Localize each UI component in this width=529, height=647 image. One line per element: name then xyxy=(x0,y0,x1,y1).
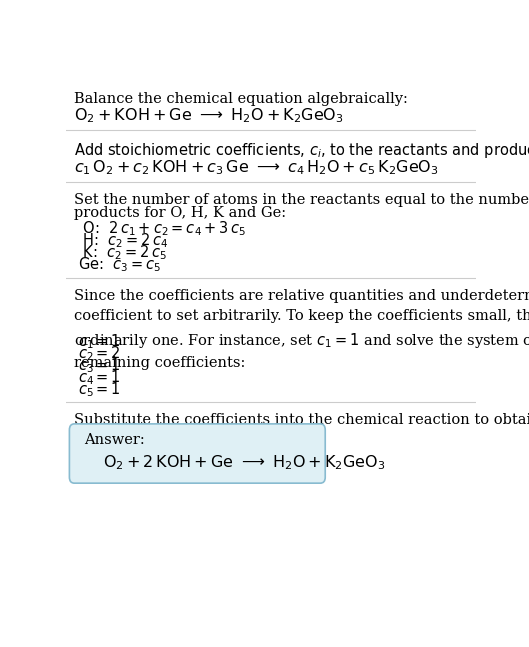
Text: $c_4 = 1$: $c_4 = 1$ xyxy=(78,369,121,388)
Text: Substitute the coefficients into the chemical reaction to obtain the balanced: Substitute the coefficients into the che… xyxy=(74,413,529,428)
Text: Ge:  $c_3 = c_5$: Ge: $c_3 = c_5$ xyxy=(78,255,161,274)
Text: $c_3 = 1$: $c_3 = 1$ xyxy=(78,356,121,375)
Text: Set the number of atoms in the reactants equal to the number of atoms in the: Set the number of atoms in the reactants… xyxy=(74,193,529,207)
Text: Add stoichiometric coefficients, $c_i$, to the reactants and products:: Add stoichiometric coefficients, $c_i$, … xyxy=(74,141,529,160)
Text: $c_1\,\mathrm{O_2} + c_2\,\mathrm{KOH} + c_3\,\mathrm{Ge}\ \longrightarrow\ c_4\: $c_1\,\mathrm{O_2} + c_2\,\mathrm{KOH} +… xyxy=(74,159,439,177)
Text: $c_2 = 2$: $c_2 = 2$ xyxy=(78,345,121,364)
Text: K:  $c_2 = 2\,c_5$: K: $c_2 = 2\,c_5$ xyxy=(78,243,167,262)
Text: H:  $c_2 = 2\,c_4$: H: $c_2 = 2\,c_4$ xyxy=(78,231,169,250)
Text: equation:: equation: xyxy=(74,426,144,441)
Text: $\mathrm{O_2 + KOH + Ge\ \longrightarrow\ H_2O + K_2GeO_3}$: $\mathrm{O_2 + KOH + Ge\ \longrightarrow… xyxy=(74,107,344,126)
Text: Balance the chemical equation algebraically:: Balance the chemical equation algebraica… xyxy=(74,92,408,105)
Text: $c_5 = 1$: $c_5 = 1$ xyxy=(78,380,121,399)
Text: $c_1 = 1$: $c_1 = 1$ xyxy=(78,333,121,351)
Text: O:  $2\,c_1 + c_2 = c_4 + 3\,c_5$: O: $2\,c_1 + c_2 = c_4 + 3\,c_5$ xyxy=(78,219,247,238)
Text: $\mathrm{O_2 + 2\,KOH + Ge\ \longrightarrow\ H_2O + K_2GeO_3}$: $\mathrm{O_2 + 2\,KOH + Ge\ \longrightar… xyxy=(103,454,386,472)
Text: Answer:: Answer: xyxy=(85,433,145,447)
Text: Since the coefficients are relative quantities and underdetermined, choose a
coe: Since the coefficients are relative quan… xyxy=(74,289,529,369)
Text: products for O, H, K and Ge:: products for O, H, K and Ge: xyxy=(74,206,286,220)
FancyBboxPatch shape xyxy=(69,424,325,483)
